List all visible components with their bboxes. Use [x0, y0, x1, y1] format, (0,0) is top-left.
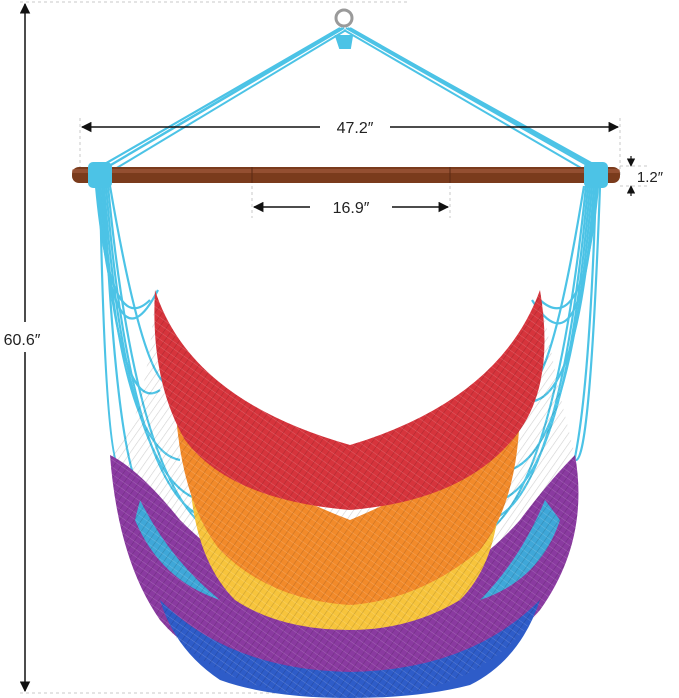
hanging-ring — [334, 8, 354, 28]
dimension-bar-thickness: 1.2″ — [626, 156, 664, 196]
dimension-bar-width: 47.2″ — [80, 120, 620, 137]
hammock-body — [110, 290, 579, 698]
spreader-bar — [72, 162, 620, 188]
dimension-total-height: 60.6″ — [4, 2, 41, 693]
total-height-label: 60.6″ — [4, 332, 41, 349]
dimension-spreader-segment: 16.9″ — [252, 200, 450, 217]
bar-width-label: 47.2″ — [337, 120, 374, 137]
suspension-ropes — [93, 27, 605, 173]
bar-thickness-label: 1.2″ — [637, 169, 664, 186]
spreader-segment-label: 16.9″ — [333, 200, 370, 217]
